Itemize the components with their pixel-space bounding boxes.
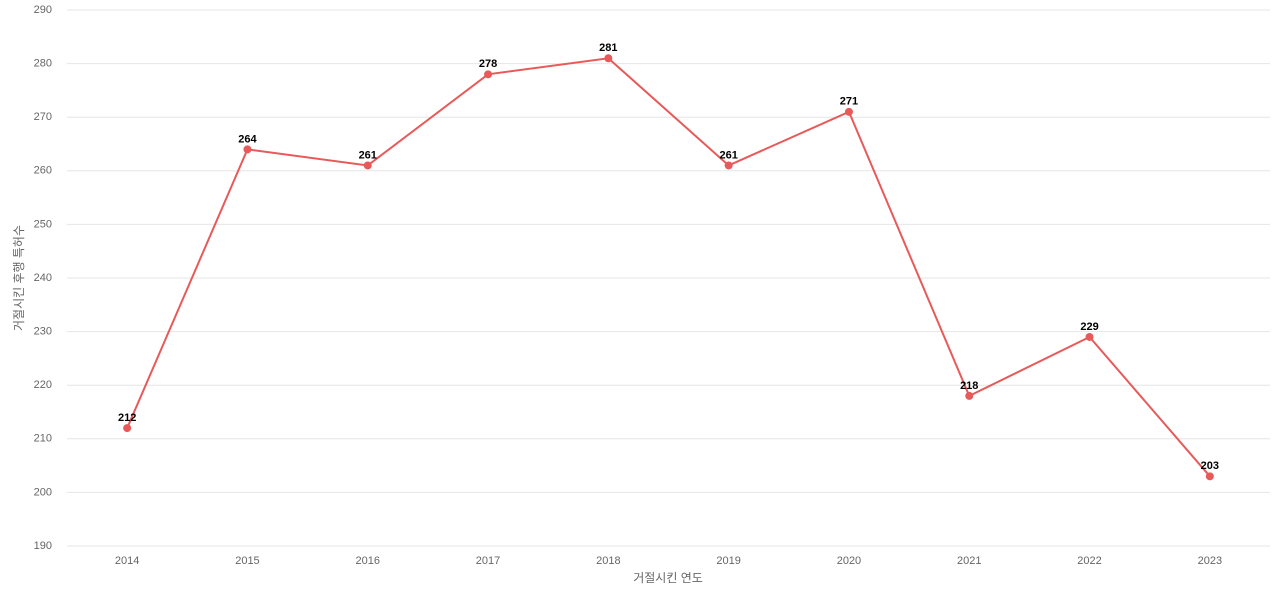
data-point [844,107,853,116]
x-tick-label: 2017 [476,555,500,567]
data-label: 203 [1201,460,1219,472]
x-tick-label: 2021 [957,555,981,567]
x-tick-label: 2019 [716,555,740,567]
data-point [123,424,132,433]
data-point [243,145,252,154]
data-point [724,161,733,170]
data-label: 261 [359,149,377,161]
x-tick-label: 2020 [837,555,861,567]
data-point [965,391,974,400]
y-tick-label: 190 [34,540,52,552]
y-tick-label: 290 [34,4,52,16]
y-tick-label: 200 [34,486,52,498]
x-tick-label: 2015 [235,555,259,567]
y-tick-label: 270 [34,111,52,123]
y-tick-label: 260 [34,165,52,177]
data-line [126,57,1211,477]
y-tick-label: 220 [34,379,52,391]
x-tick-label: 2022 [1077,555,1101,567]
y-tick-label: 210 [34,433,52,445]
y-tick-label: 280 [34,58,52,70]
data-point [1205,472,1214,481]
data-point [1085,332,1094,341]
data-label: 278 [479,58,497,70]
data-label: 212 [118,412,136,424]
data-point [604,54,613,63]
data-point [484,70,493,79]
data-label: 281 [599,42,617,54]
x-tick-label: 2014 [115,555,139,567]
data-label: 218 [960,380,978,392]
y-tick-label: 230 [34,326,52,338]
data-label: 261 [719,149,737,161]
data-point [363,161,372,170]
data-label: 264 [238,133,257,145]
x-tick-label: 2023 [1198,555,1222,567]
data-label: 271 [840,96,858,108]
data-label: 229 [1080,321,1098,333]
x-tick-label: 2016 [356,555,380,567]
y-axis-title: 거절시킨 후행 특허수 [11,225,26,331]
y-tick-label: 240 [34,272,52,284]
y-tick-label: 250 [34,218,52,230]
x-tick-label: 2018 [596,555,620,567]
x-axis-title: 거절시킨 연도 [633,571,703,585]
